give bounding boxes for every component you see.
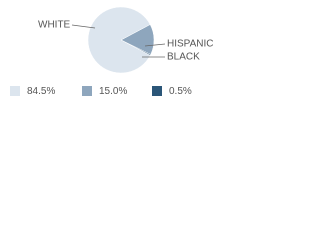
legend-swatch — [82, 86, 92, 96]
legend-swatch — [10, 86, 20, 96]
legend-label: 0.5% — [169, 86, 192, 97]
category-label: BLACK — [167, 52, 200, 63]
legend-swatch — [152, 86, 162, 96]
legend-label: 15.0% — [99, 86, 127, 97]
legend-label: 84.5% — [27, 86, 55, 97]
leader-line — [144, 43, 166, 47]
category-label: WHITE — [38, 20, 71, 31]
category-label: HISPANIC — [167, 39, 214, 50]
leader-line — [71, 24, 96, 29]
chart: WHITE HISPANIC BLACK 84.5% 15.0% 0.5% — [10, 6, 214, 97]
pie-slice — [87, 6, 151, 74]
